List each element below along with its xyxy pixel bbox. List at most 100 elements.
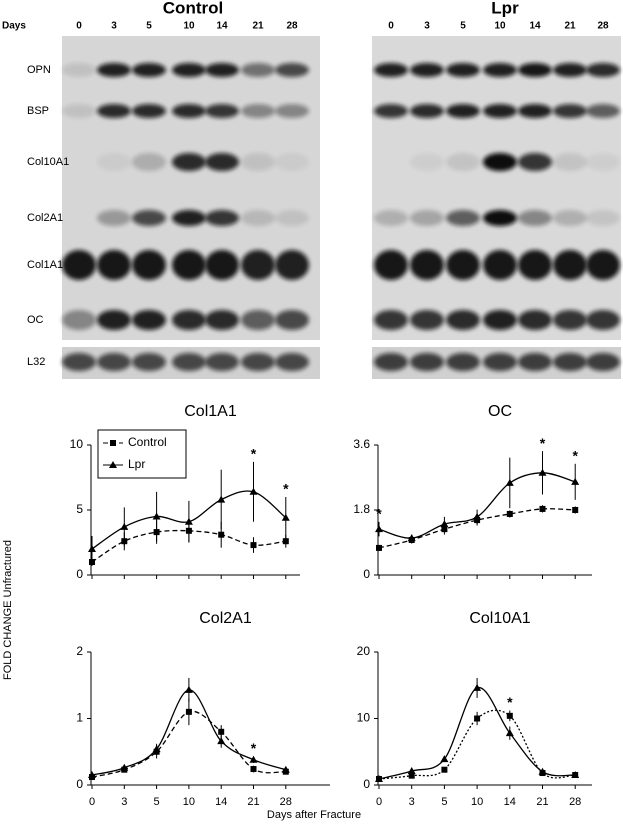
- marker: [505, 729, 514, 737]
- band: [374, 63, 408, 77]
- chart-title: Col1A1: [184, 403, 237, 420]
- x-tick-label: 14: [215, 796, 227, 808]
- band: [97, 153, 131, 171]
- marker: [88, 545, 96, 552]
- band: [483, 310, 517, 330]
- marker: [88, 771, 96, 779]
- marker: [506, 510, 513, 517]
- gene-label: OPN: [27, 64, 51, 76]
- band: [132, 250, 166, 280]
- band: [518, 153, 552, 171]
- lane-label: 10: [183, 21, 195, 32]
- band: [132, 210, 166, 226]
- marker: [407, 534, 416, 542]
- marker: [408, 772, 415, 779]
- band: [586, 153, 620, 171]
- x-tick-label: 14: [504, 796, 516, 808]
- band: [62, 310, 96, 330]
- band: [410, 153, 444, 171]
- y-tick-label: 0: [76, 777, 83, 791]
- band: [172, 310, 206, 330]
- gene-label: OC: [27, 314, 44, 326]
- marker: [250, 766, 257, 773]
- band: [518, 210, 552, 226]
- band: [275, 250, 309, 280]
- marker: [376, 544, 382, 551]
- band: [241, 104, 275, 118]
- band: [553, 104, 587, 118]
- band: [205, 210, 239, 226]
- band: [172, 63, 206, 77]
- x-tick-label: 10: [471, 796, 483, 808]
- marker: [473, 512, 482, 520]
- band: [410, 63, 444, 77]
- band: [483, 153, 517, 171]
- marker: [217, 495, 226, 503]
- band: [275, 63, 309, 77]
- band: [518, 104, 552, 118]
- marker: [473, 683, 482, 691]
- y-tick-label: 5: [76, 502, 83, 516]
- gene-label: Col2A1: [27, 212, 63, 224]
- band: [446, 210, 480, 226]
- marker: [218, 531, 225, 538]
- marker: [152, 512, 161, 520]
- y-tick-label: 0: [363, 567, 370, 581]
- x-tick-label: 21: [536, 796, 548, 808]
- x-tick-label: 28: [280, 796, 292, 808]
- band: [586, 250, 620, 280]
- marker: [538, 468, 547, 476]
- marker: [539, 505, 546, 512]
- band: [241, 210, 275, 226]
- x-axis-label: Days after Fracture: [267, 809, 361, 821]
- gene-label: Col10A1: [27, 156, 69, 168]
- lane-label: 0: [76, 21, 82, 32]
- marker: [120, 522, 129, 530]
- lane-label: 28: [597, 21, 609, 32]
- blot-title: Lpr: [491, 0, 519, 17]
- band: [205, 310, 239, 330]
- marker: [218, 728, 225, 735]
- lane-label: 0: [388, 21, 394, 32]
- band: [483, 104, 517, 118]
- lane-label: 14: [529, 21, 541, 32]
- band: [172, 353, 206, 371]
- band: [241, 153, 275, 171]
- x-tick-label: 3: [409, 796, 415, 808]
- annotation: *: [251, 446, 257, 462]
- marker: [441, 766, 448, 773]
- band: [205, 104, 239, 118]
- annotation: *: [376, 506, 382, 522]
- band: [62, 353, 96, 371]
- band: [205, 153, 239, 171]
- band: [553, 250, 587, 280]
- band: [586, 104, 620, 118]
- band: [553, 210, 587, 226]
- marker: [250, 542, 257, 549]
- band: [97, 353, 131, 371]
- band: [97, 63, 131, 77]
- lane-label: 10: [494, 21, 506, 32]
- marker: [282, 538, 289, 545]
- band: [483, 250, 517, 280]
- gene-label: BSP: [27, 105, 49, 117]
- y-tick-label: 10: [357, 711, 371, 725]
- band: [97, 210, 131, 226]
- band: [241, 250, 275, 280]
- x-tick-label: 5: [441, 796, 447, 808]
- band: [553, 310, 587, 330]
- marker: [120, 763, 129, 771]
- band: [172, 153, 206, 171]
- marker: [217, 737, 226, 745]
- band: [132, 310, 166, 330]
- marker: [249, 755, 258, 763]
- annotation: *: [283, 481, 289, 497]
- band: [374, 210, 408, 226]
- blot-panel: [62, 36, 320, 340]
- legend-marker: [109, 461, 117, 468]
- x-tick-label: 0: [376, 796, 382, 808]
- band: [374, 104, 408, 118]
- band: [410, 210, 444, 226]
- band: [446, 153, 480, 171]
